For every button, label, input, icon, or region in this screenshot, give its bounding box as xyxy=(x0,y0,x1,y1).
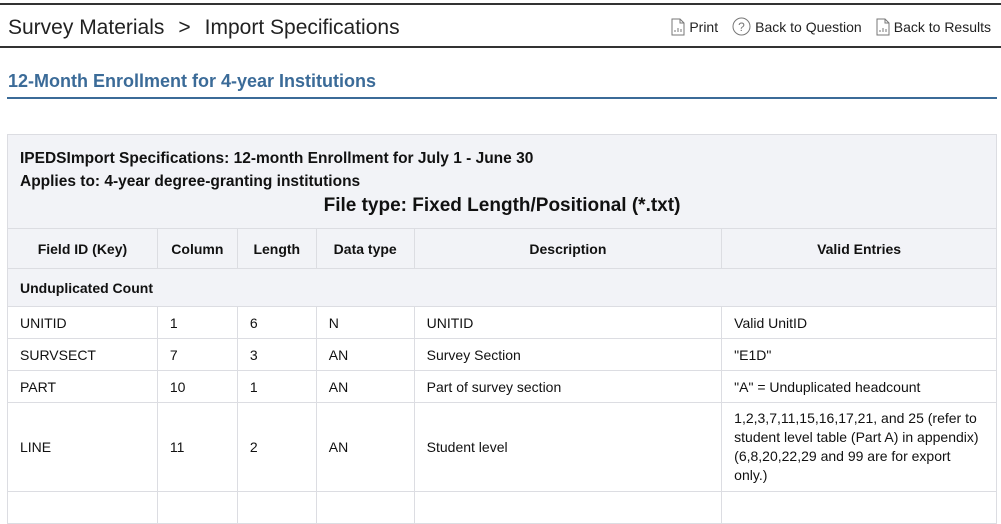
question-circle-icon: ? xyxy=(732,17,751,36)
print-label: Print xyxy=(689,18,719,35)
cell: UNITID xyxy=(7,306,158,339)
breadcrumb-survey-materials[interactable]: Survey Materials xyxy=(8,16,165,39)
cell: Valid UnitID xyxy=(721,306,997,339)
cell: 11 xyxy=(156,402,238,492)
table-caption: IPEDSImport Specifications: 12-month Enr… xyxy=(7,134,997,229)
document-chart-icon xyxy=(876,18,890,35)
table-row: PART 10 1 AN Part of survey section "A" = Und… xyxy=(7,370,997,403)
cell: AN xyxy=(315,402,415,492)
cell: LINE xyxy=(7,402,158,492)
spec-applies-to: Applies to: 4-year degree-granting insti… xyxy=(20,173,361,190)
section-title: 12-Month Enrollment for 4-year Instituti… xyxy=(8,71,377,91)
import-spec-table: IPEDSImport Specifications: 12-month Enr… xyxy=(7,134,997,524)
print-button[interactable]: Print xyxy=(671,17,718,36)
cell: "E1D" xyxy=(721,338,997,371)
cell: 6 xyxy=(236,306,317,339)
cell: 1,2,3,7,11,15,16,17,21, and 25 (refer to… xyxy=(721,402,997,492)
cell: "A" = Unduplicated headcount xyxy=(721,370,997,403)
cell: Student level xyxy=(413,402,723,492)
cell: PART xyxy=(7,370,158,403)
cell: 3 xyxy=(236,338,317,371)
cell: Part of survey section xyxy=(413,370,723,403)
cell: 1 xyxy=(236,370,317,403)
breadcrumb-import-specifications: Import Specifications xyxy=(204,16,400,39)
cell: 1 xyxy=(156,306,238,339)
svg-text:?: ? xyxy=(738,20,745,34)
breadcrumb: Survey Materials > Import Specifications xyxy=(8,16,400,40)
table-row: LINE 11 2 AN Student level 1,2,3,7,11,15,16,1… xyxy=(7,402,997,492)
cell: SURVSECT xyxy=(7,338,158,371)
table-row: UNITID 1 6 N UNITID Valid UnitID xyxy=(7,306,997,339)
header-row: Field ID (Key) Column Length Data type D… xyxy=(7,228,997,269)
col-header: Length xyxy=(236,228,317,269)
spec-title: IPEDSImport Specifications: 12-month Enr… xyxy=(20,150,534,167)
cell: AN xyxy=(315,338,415,371)
spec-file-type: File type: Fixed Length/Positional (*.tx… xyxy=(323,195,681,216)
cell: AN xyxy=(315,370,415,403)
back-to-question-button[interactable]: ? Back to Question xyxy=(732,17,862,36)
cell: 7 xyxy=(156,338,238,371)
back-to-question-label: Back to Question xyxy=(755,18,862,35)
cell: Survey Section xyxy=(413,338,723,371)
cell: 2 xyxy=(236,402,317,492)
top-bar: Survey Materials > Import Specifications P… xyxy=(0,3,1001,48)
col-header: Field ID (Key) xyxy=(7,228,158,269)
back-to-results-label: Back to Results xyxy=(893,18,991,35)
col-header: Valid Entries xyxy=(721,228,997,269)
cell: UNITID xyxy=(413,306,723,339)
table-row: SURVSECT 7 3 AN Survey Section "E1D" xyxy=(7,338,997,371)
col-header: Data type xyxy=(315,228,415,269)
col-header: Column xyxy=(156,228,238,269)
group-row: Unduplicated Count xyxy=(7,268,997,307)
document-chart-icon xyxy=(671,18,685,35)
cell: 10 xyxy=(156,370,238,403)
breadcrumb-separator: > xyxy=(178,16,191,39)
table-row xyxy=(7,491,997,524)
col-header: Description xyxy=(413,228,723,269)
section-divider xyxy=(7,97,997,99)
cell: N xyxy=(315,306,415,339)
back-to-results-button[interactable]: Back to Results xyxy=(876,17,991,36)
